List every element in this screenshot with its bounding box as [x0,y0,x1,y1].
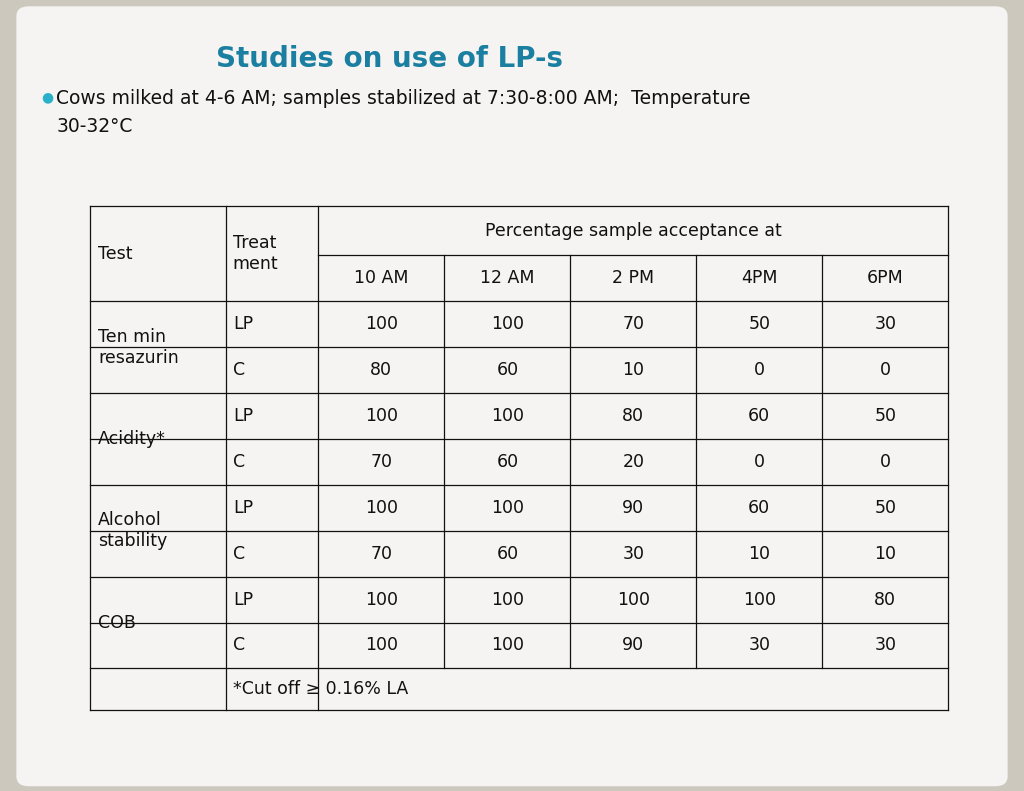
Text: 100: 100 [365,637,398,654]
Text: 50: 50 [874,499,896,517]
Text: 0: 0 [880,453,891,471]
Text: Cows milked at 4-6 AM; samples stabilized at 7:30-8:00 AM;  Temperature: Cows milked at 4-6 AM; samples stabilize… [56,89,751,108]
Text: Treat
ment: Treat ment [232,234,279,273]
Text: Alcohol
stability: Alcohol stability [98,511,168,551]
Text: C: C [232,361,245,379]
Text: 0: 0 [880,361,891,379]
Text: 80: 80 [874,591,896,608]
Text: 100: 100 [742,591,776,608]
Text: 0: 0 [754,361,765,379]
Text: 30: 30 [874,637,896,654]
Text: 100: 100 [365,316,398,333]
Text: 60: 60 [749,499,770,517]
Text: *Cut off ≥ 0.16% LA: *Cut off ≥ 0.16% LA [232,680,409,698]
Text: 60: 60 [749,407,770,425]
Text: 30: 30 [623,545,644,562]
Text: 80: 80 [371,361,392,379]
Text: LP: LP [232,591,253,608]
Text: 100: 100 [365,407,398,425]
Text: 30: 30 [749,637,770,654]
Text: 30: 30 [874,316,896,333]
Text: 6PM: 6PM [867,270,903,287]
Text: Test: Test [98,244,133,263]
Text: 4PM: 4PM [741,270,777,287]
Text: C: C [232,453,245,471]
Text: 70: 70 [371,453,392,471]
Text: 100: 100 [490,499,524,517]
Text: ●: ● [41,90,53,104]
Text: 90: 90 [623,637,644,654]
Text: 100: 100 [490,637,524,654]
Text: 100: 100 [490,316,524,333]
Text: 100: 100 [616,591,650,608]
Text: 20: 20 [623,453,644,471]
Text: LP: LP [232,499,253,517]
Text: 10: 10 [749,545,770,562]
Text: C: C [232,637,245,654]
Text: LP: LP [232,407,253,425]
Text: 90: 90 [623,499,644,517]
Text: 12 AM: 12 AM [480,270,535,287]
Text: Ten min
resazurin: Ten min resazurin [98,327,179,367]
Text: COB: COB [98,614,136,631]
Text: 100: 100 [490,407,524,425]
Text: Percentage sample acceptance at: Percentage sample acceptance at [485,221,781,240]
Text: 50: 50 [874,407,896,425]
Text: 70: 70 [371,545,392,562]
Text: 60: 60 [497,453,518,471]
Text: 10 AM: 10 AM [354,270,409,287]
Text: LP: LP [232,316,253,333]
Text: 70: 70 [623,316,644,333]
Text: 60: 60 [497,361,518,379]
Text: 100: 100 [365,499,398,517]
Text: Acidity*: Acidity* [98,430,166,448]
Text: 0: 0 [754,453,765,471]
Text: 10: 10 [874,545,896,562]
Text: 2 PM: 2 PM [612,270,654,287]
Text: 60: 60 [497,545,518,562]
Text: 80: 80 [623,407,644,425]
Text: 50: 50 [749,316,770,333]
Text: 30-32°C: 30-32°C [56,117,133,136]
Text: Studies on use of LP-s: Studies on use of LP-s [216,45,562,74]
Text: 10: 10 [623,361,644,379]
Text: 100: 100 [490,591,524,608]
Text: 100: 100 [365,591,398,608]
Text: C: C [232,545,245,562]
